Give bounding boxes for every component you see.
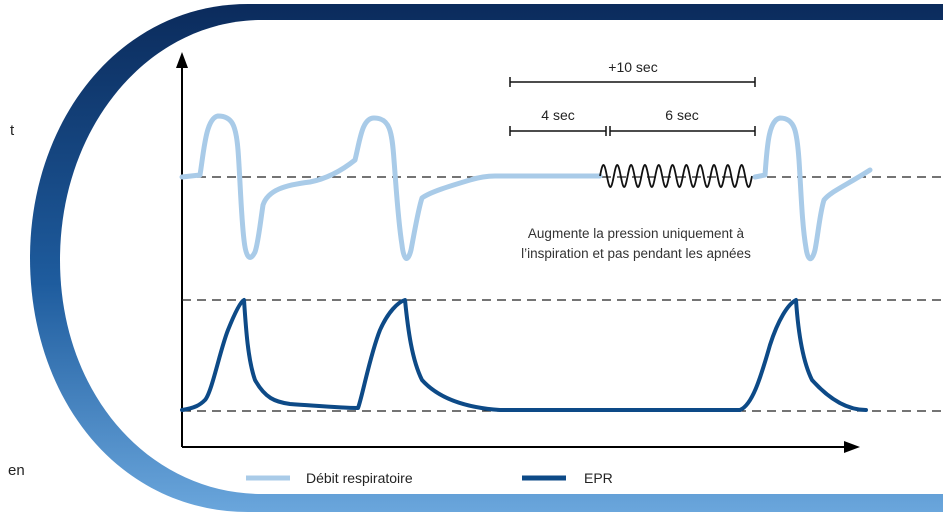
legend-label-flow: Débit respiratoire [306, 470, 413, 486]
span-first-label: 4 sec [541, 107, 574, 123]
note-line-1: Augmente la pression uniquement à [528, 226, 745, 241]
side-text-top: t [10, 122, 15, 139]
flow-curve [179, 113, 603, 261]
span-total-label: +10 sec [608, 59, 657, 75]
span-total-bracket [509, 77, 756, 87]
span-first-bracket [509, 126, 607, 136]
epr-curve [180, 298, 868, 412]
oscillation-wave [599, 164, 753, 188]
legend-label-epr: EPR [584, 470, 613, 486]
side-text-bottom: en [8, 462, 25, 479]
legend: Débit respiratoire EPR [246, 470, 613, 486]
span-second-label: 6 sec [665, 107, 698, 123]
flow-curve-end [752, 115, 873, 262]
span-second-bracket [609, 126, 756, 136]
panel-inner [60, 20, 943, 494]
note-line-2: l’inspiration et pas pendant les apnées [521, 246, 751, 261]
y-axis-arrow-icon [176, 52, 188, 68]
x-axis-arrow-icon [844, 441, 860, 453]
